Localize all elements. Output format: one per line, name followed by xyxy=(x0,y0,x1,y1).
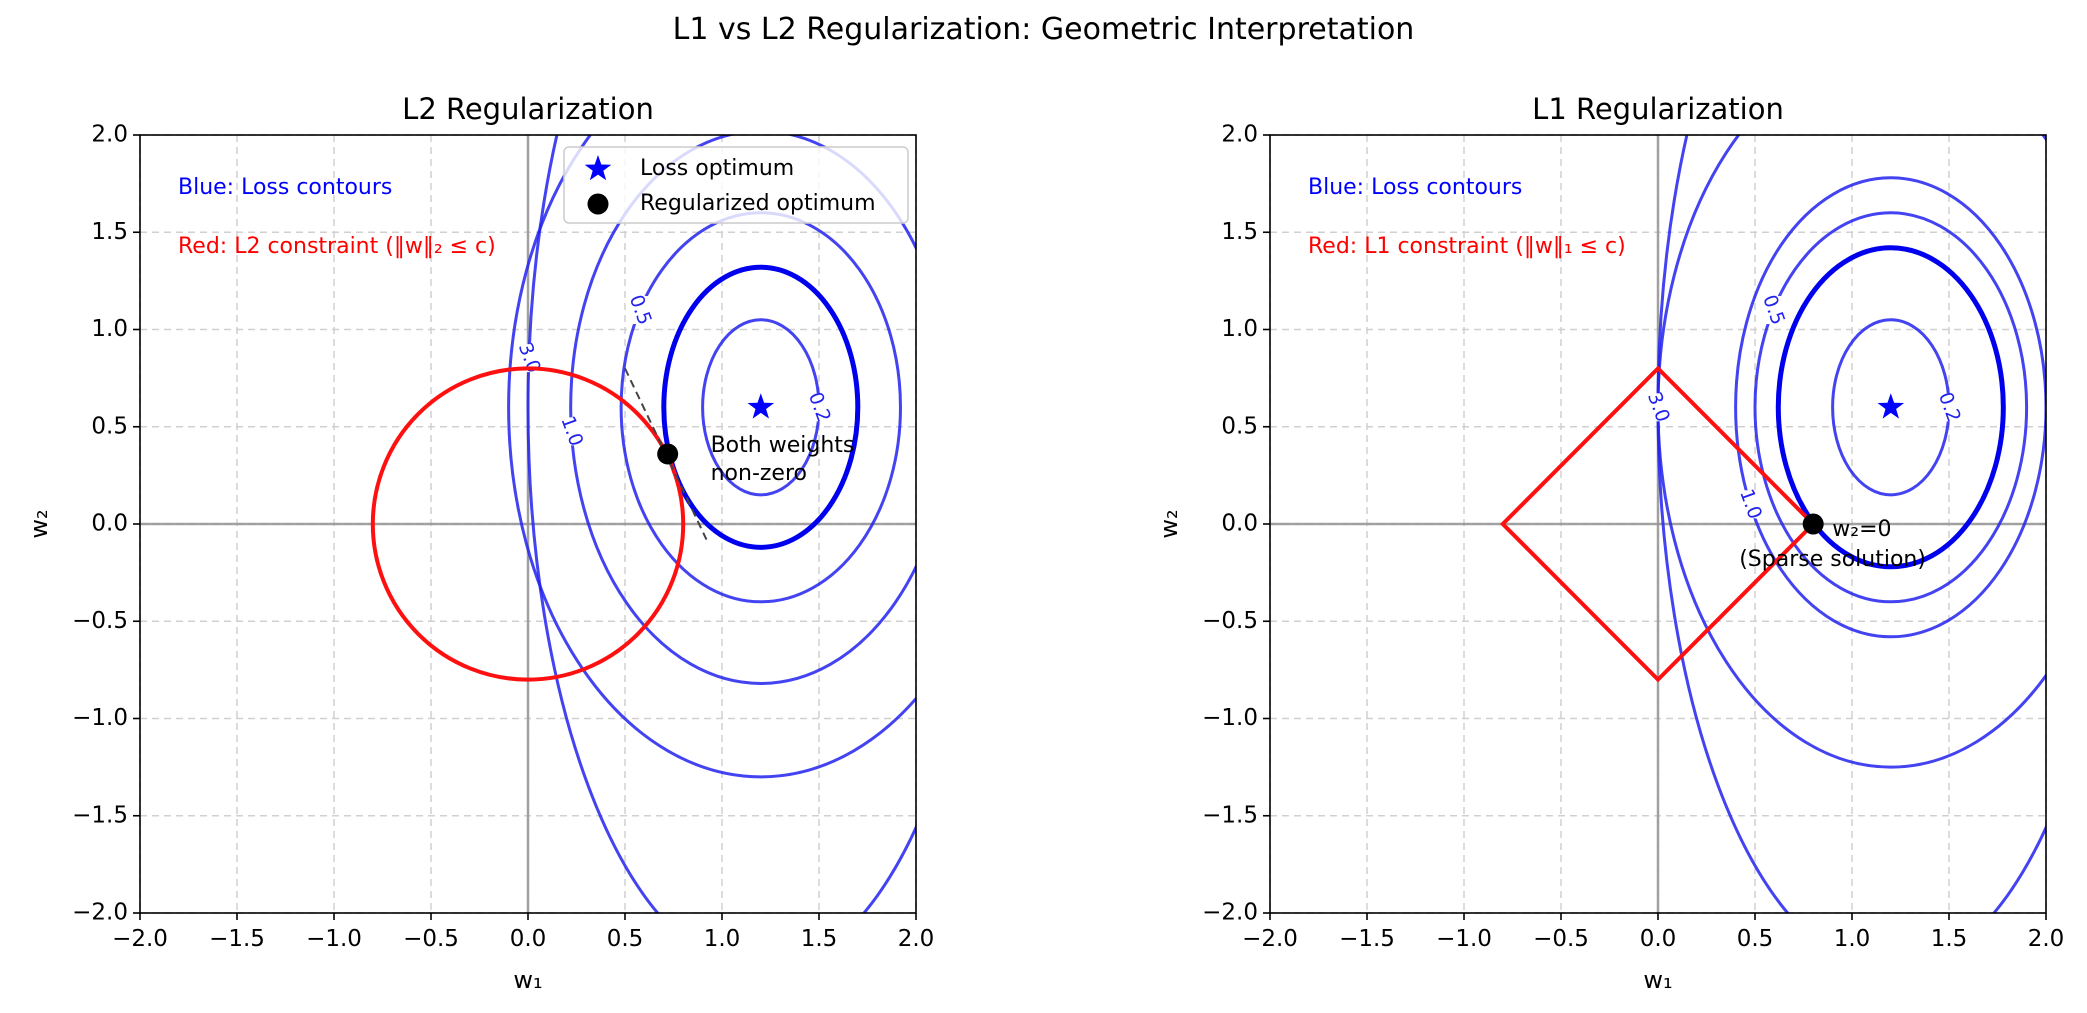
y-tick-label: −1.0 xyxy=(1202,705,1258,731)
contour-label-bg xyxy=(2079,213,2087,241)
x-tick-label: −1.5 xyxy=(1339,926,1395,952)
loss-contour-4 xyxy=(1734,176,2046,639)
x-tick-label: 0.0 xyxy=(510,926,547,952)
loss-contour-6 xyxy=(526,135,916,913)
x-tick-label: 1.0 xyxy=(704,926,741,952)
y-tick-label: 0.0 xyxy=(1221,511,1258,537)
x-tick-label: −1.5 xyxy=(209,926,265,952)
y-tick-label: 1.5 xyxy=(91,219,128,245)
x-tick-label: 1.5 xyxy=(1931,926,1968,952)
blue-legend-text: Blue: Loss contours xyxy=(1308,175,1522,200)
l2-constraint-circle xyxy=(370,366,686,682)
plot-area: 0.20.51.02.03.0 xyxy=(370,135,970,913)
x-tick-label: 1.0 xyxy=(1834,926,1871,952)
x-tick-label: −2.0 xyxy=(1242,926,1298,952)
loss-contour-2 xyxy=(1775,245,2006,570)
plot-area: 0.20.51.02.03.0 xyxy=(1499,135,2087,913)
x-axis-label: w₁ xyxy=(1643,966,1672,994)
y-tick-label: 1.0 xyxy=(1221,316,1258,342)
legend-entry-loss-optimum: Loss optimum xyxy=(640,156,794,181)
loss-contour-5 xyxy=(1656,135,2046,769)
y-tick-label: −0.5 xyxy=(72,608,128,634)
annotation-line2: non-zero xyxy=(711,461,807,486)
loss-contour-2 xyxy=(661,264,861,550)
contour-label-bg xyxy=(1737,490,1764,519)
subplot-title: L1 Regularization xyxy=(1532,92,1784,126)
y-tick-label: 1.5 xyxy=(1221,219,1258,245)
loss-contour-5 xyxy=(507,135,916,779)
x-axis-label: w₁ xyxy=(513,966,542,994)
y-axis-label: w₂ xyxy=(1155,509,1183,538)
loss-contour-6 xyxy=(1656,135,2046,913)
loss-contour-4 xyxy=(569,135,916,685)
red-legend-text: Red: L2 constraint (‖w‖₂ ≤ c) xyxy=(178,234,496,259)
regularized-optimum-marker xyxy=(657,443,679,465)
legend-entry-regularized-optimum: Regularized optimum xyxy=(640,191,876,216)
annotation-line2: (Sparse solution) xyxy=(1739,547,1926,572)
legend-dot-icon xyxy=(587,193,609,215)
y-tick-label: 1.0 xyxy=(91,316,128,342)
y-axis-label: w₂ xyxy=(25,509,53,538)
contour-label-bg xyxy=(1936,393,1962,422)
y-tick-label: −1.0 xyxy=(72,705,128,731)
subplot-2: 0.20.51.02.03.0w₂=0 (Sparse solution) −2.0… xyxy=(1155,92,2087,994)
y-tick-label: 2.0 xyxy=(91,122,128,148)
x-tick-label: 0.5 xyxy=(1737,926,1774,952)
x-tick-label: −2.0 xyxy=(112,926,168,952)
contour-label-bg xyxy=(806,393,832,422)
contour-label-bg xyxy=(1645,393,1671,422)
y-tick-label: −2.0 xyxy=(72,900,128,926)
subplot-title: L2 Regularization xyxy=(402,92,654,126)
x-tick-label: −0.5 xyxy=(403,926,459,952)
x-tick-label: −0.5 xyxy=(1533,926,1589,952)
y-tick-label: 0.5 xyxy=(91,413,128,439)
legend-star-icon xyxy=(584,155,612,181)
y-tick-label: 0.5 xyxy=(1221,413,1258,439)
annotation-line1: w₂=0 xyxy=(1832,517,1891,542)
contour-label-bg xyxy=(941,631,967,659)
x-tick-label: 1.5 xyxy=(801,926,838,952)
blue-legend-text: Blue: Loss contours xyxy=(178,175,392,200)
loss-optimum-marker xyxy=(747,393,775,419)
x-tick-label: −1.0 xyxy=(306,926,362,952)
loss-contour-3 xyxy=(1753,211,2029,604)
y-tick-label: −0.5 xyxy=(1202,608,1258,634)
regularized-optimum-marker xyxy=(1802,513,1824,535)
contour-label-bg xyxy=(626,296,653,325)
legend-box xyxy=(563,146,909,224)
y-tick-label: 0.0 xyxy=(91,511,128,537)
l1-constraint-diamond xyxy=(1499,365,1817,683)
x-tick-label: −1.0 xyxy=(1436,926,1492,952)
contour-label: 2.0 xyxy=(2075,209,2087,246)
annotation-line1: Both weights xyxy=(711,433,855,458)
red-legend-text: Red: L1 constraint (‖w‖₁ ≤ c) xyxy=(1308,234,1626,259)
contour-label-bg xyxy=(1760,296,1787,325)
loss-optimum-marker xyxy=(1877,393,1905,419)
x-tick-label: 2.0 xyxy=(898,926,935,952)
x-tick-label: 0.0 xyxy=(1640,926,1677,952)
y-tick-label: 2.0 xyxy=(1221,122,1258,148)
y-tick-label: −1.5 xyxy=(1202,802,1258,828)
legend: Loss optimum Regularized optimum xyxy=(563,146,909,224)
y-tick-label: −2.0 xyxy=(1202,900,1258,926)
contour-label: 2.0 xyxy=(936,626,970,663)
x-tick-label: 2.0 xyxy=(2028,926,2065,952)
figure-title: L1 vs L2 Regularization: Geometric Inter… xyxy=(672,12,1415,47)
contour-label-bg xyxy=(558,417,585,446)
x-tick-label: 0.5 xyxy=(607,926,644,952)
y-tick-label: −1.5 xyxy=(72,802,128,828)
